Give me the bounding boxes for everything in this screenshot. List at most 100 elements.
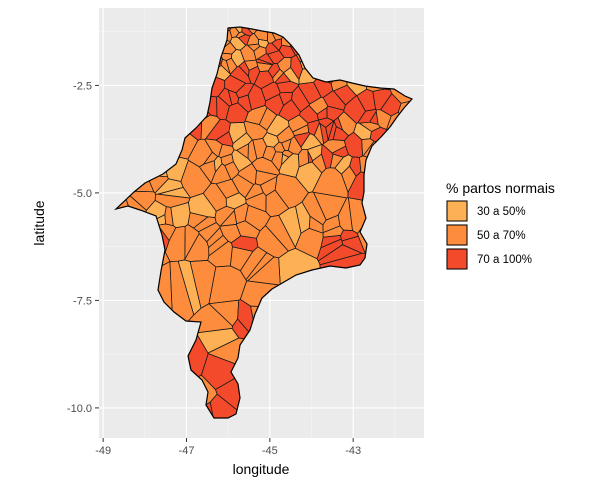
municipality-region: [196, 328, 239, 353]
municipality-region: [231, 49, 245, 67]
municipality-border: [232, 132, 253, 151]
y-tick-label: -2.5: [73, 80, 92, 92]
state-outline: [113, 26, 414, 419]
municipality-region: [276, 126, 295, 143]
municipality-region: [265, 215, 296, 252]
municipality-region: [380, 93, 402, 116]
municipality-region: [359, 122, 381, 132]
municipality-region: [257, 53, 274, 65]
municipality-region: [214, 156, 222, 172]
municipality-region: [245, 252, 275, 281]
municipality-region: [338, 197, 353, 231]
municipality-region: [206, 227, 224, 248]
legend-swatch: [446, 224, 468, 246]
municipality-region: [219, 224, 241, 243]
municipality-region: [149, 175, 169, 193]
municipality-region: [320, 123, 329, 144]
x-tick-label: -49: [95, 445, 111, 457]
municipality-border: [258, 38, 269, 49]
municipality-region: [309, 216, 324, 234]
municipality-border: [253, 27, 268, 42]
municipality-border: [258, 107, 278, 131]
municipality-region: [236, 143, 249, 159]
municipality-border: [154, 193, 191, 208]
municipality-region: [298, 149, 309, 167]
municipality-region: [248, 139, 257, 163]
municipality-border: [361, 138, 375, 157]
municipality-region: [225, 102, 249, 123]
municipality-border: [215, 179, 240, 199]
municipality-region: [226, 192, 247, 209]
municipality-region: [248, 84, 266, 110]
municipality-border: [260, 81, 281, 102]
municipality-region: [180, 160, 212, 198]
municipality-region: [307, 120, 320, 136]
municipality-region: [206, 65, 231, 81]
municipality-region: [215, 206, 235, 227]
municipality-region: [369, 111, 379, 125]
municipality-border: [232, 27, 243, 33]
municipality-region: [295, 228, 324, 259]
municipality-region: [330, 154, 344, 169]
municipality-region: [201, 353, 250, 390]
municipality-region: [341, 166, 357, 193]
municipality-border: [271, 38, 283, 52]
municipality-border: [273, 141, 286, 153]
municipality-region: [216, 179, 240, 199]
municipality-region: [253, 46, 267, 60]
municipality-border: [116, 374, 218, 418]
municipality-region: [265, 190, 289, 217]
municipality-border: [278, 91, 293, 106]
y-axis: -2.5 -5.0 -7.5 -10.0: [67, 80, 99, 415]
municipality-border: [237, 162, 257, 185]
municipality-region: [248, 66, 260, 85]
municipality-border: [308, 215, 324, 234]
municipality-border: [334, 154, 353, 175]
municipality-border: [316, 238, 343, 262]
municipality-region: [238, 34, 250, 46]
municipality-region: [320, 235, 342, 248]
municipality-region: [258, 39, 269, 49]
municipality-border: [287, 135, 303, 155]
municipality-border: [237, 34, 251, 46]
municipality-border: [225, 192, 247, 210]
municipality-region: [340, 230, 359, 241]
municipality-region: [262, 146, 276, 162]
municipality-region: [256, 225, 289, 258]
municipality-region: [157, 187, 191, 199]
municipality-border: [220, 58, 231, 75]
municipality-region: [323, 225, 344, 238]
municipality-region: [226, 58, 238, 75]
municipality-region: [169, 261, 194, 323]
municipality-border: [219, 224, 242, 244]
municipality-border: [195, 328, 240, 354]
municipality-region: [193, 216, 217, 232]
municipality-region: [260, 176, 277, 196]
municipality-region: [317, 239, 343, 261]
legend: % partos normais 30 a 50% 50 a 70% 70 a 10…: [446, 180, 555, 270]
municipality-region: [127, 191, 156, 211]
municipality-border: [358, 121, 382, 132]
municipality-region: [347, 171, 367, 201]
municipality-region: [256, 62, 273, 72]
municipality-region: [245, 205, 271, 231]
municipality-region: [361, 138, 374, 156]
municipality-region: [251, 157, 280, 176]
municipality-region: [322, 215, 340, 233]
legend-label: 50 a 70%: [477, 230, 526, 242]
municipality-region: [224, 75, 246, 93]
municipality-region: [247, 44, 260, 52]
x-axis: -49 -47 -45 -43: [95, 438, 361, 457]
municipality-region: [188, 193, 217, 218]
municipality-region: [232, 132, 253, 151]
municipality-region: [301, 133, 322, 150]
municipality-region: [203, 152, 218, 165]
municipality-region: [323, 90, 346, 111]
municipality-region: [333, 126, 349, 141]
municipality-region: [372, 89, 392, 110]
legend-label: 30 a 50%: [477, 206, 526, 218]
municipality-border: [389, 73, 412, 104]
municipality-region: [241, 27, 253, 37]
y-tick-label: -5.0: [73, 188, 92, 200]
